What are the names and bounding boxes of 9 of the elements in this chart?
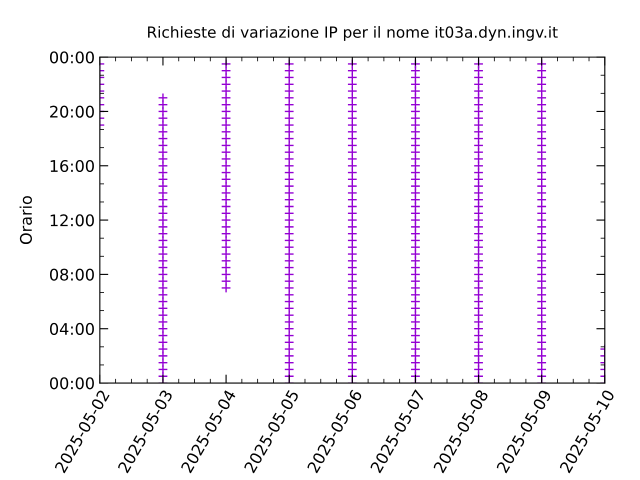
y-tick-label: 04:00 bbox=[50, 322, 94, 336]
y-axis-title: Orario bbox=[20, 196, 32, 244]
y-tick-label: 00:00 bbox=[50, 377, 94, 390]
chart-title: Richieste di variazione IP per il nome it03a.dyn.ingv.it bbox=[148, 26, 558, 41]
y-tick-label: 08:00 bbox=[50, 268, 94, 281]
y-tick-label: 12:00 bbox=[50, 214, 94, 226]
y-tick-label: 00:00 bbox=[50, 51, 94, 64]
y-tick-label: 20:00 bbox=[50, 106, 94, 118]
y-tick-label: 16:00 bbox=[50, 160, 94, 172]
